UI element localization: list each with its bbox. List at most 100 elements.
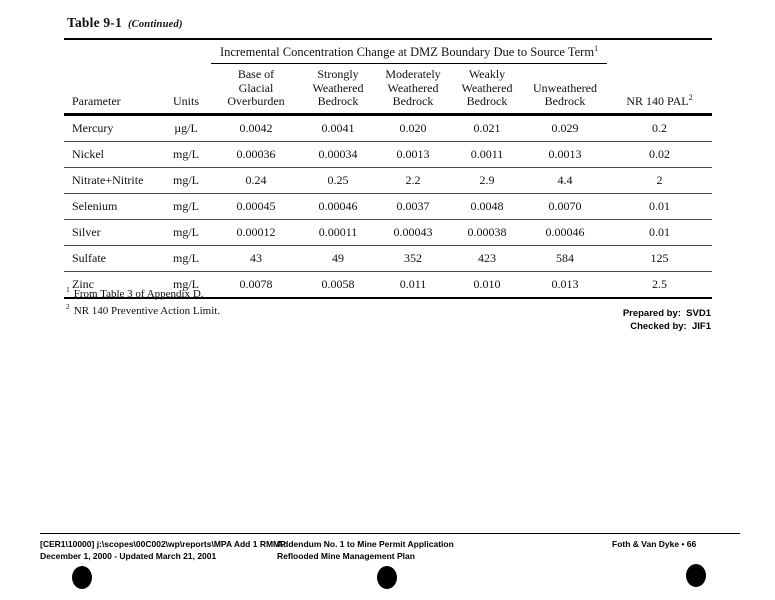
- footer-divider: [40, 533, 740, 534]
- column-header-weakly-weathered: Weakly Weathered Bedrock: [451, 63, 523, 117]
- table-cell: 0.00046: [523, 219, 608, 247]
- table-cell: mg/L: [173, 277, 199, 292]
- table-cell: Nitrate+Nitrite: [64, 167, 161, 195]
- footer-updated-date: Updated March 21, 2001: [119, 550, 217, 561]
- prepared-by-line: Prepared by: SVD1: [622, 308, 711, 319]
- column-header-strongly-weathered: Strongly Weathered Bedrock: [301, 63, 375, 117]
- column-header-moderately-weathered: Moderately Weathered Bedrock: [375, 63, 451, 117]
- table-cell: 0.00045: [211, 193, 301, 221]
- table-cell: Mercury: [64, 114, 161, 143]
- table-cell: mg/L: [161, 219, 211, 247]
- table-cell: 0.00011: [301, 219, 375, 247]
- span-header-spacer: [64, 39, 211, 64]
- prepared-by-value: SVD1: [686, 308, 711, 319]
- span-header-text: Incremental Concentration Change at DMZ …: [219, 45, 595, 59]
- punch-hole-dot: [686, 564, 706, 587]
- table-cell: 0.0048: [451, 193, 523, 221]
- punch-hole-dot: [72, 566, 92, 589]
- page-footer: [CER1\10000] j:\scopes\00C002\wp\reports…: [40, 539, 740, 567]
- checked-by-line: Checked by: JIF1: [630, 321, 711, 333]
- footer-left: [CER1\10000] j:\scopes\00C002\wp\reports…: [40, 539, 286, 563]
- table-row-silver: Silver mg/L 0.00012 0.00011 0.00043 0.00…: [64, 219, 713, 247]
- span-header-row: Incremental Concentration Change at DMZ …: [64, 39, 712, 64]
- footer-page-number: Foth & Van Dyke • 66: [612, 539, 697, 549]
- nr140-footnote-ref: 2: [688, 93, 693, 103]
- table-cell: 584: [523, 245, 608, 273]
- table-cell: 49: [301, 245, 375, 273]
- table-cell: 0.0058: [321, 277, 355, 292]
- table-cell: 0.0011: [451, 141, 523, 169]
- table-cell: Zinc: [72, 277, 94, 292]
- table-cell: Sulfate: [64, 245, 161, 273]
- table-cell: Selenium: [64, 193, 161, 221]
- table-row-selenium: Selenium mg/L 0.00045 0.00046 0.0037 0.0…: [64, 193, 713, 221]
- table-cell: mg/L: [161, 245, 211, 273]
- table-cell: 0.029: [523, 114, 608, 143]
- table-cell: 0.00046: [301, 193, 375, 221]
- checked-by-value: JIF1: [691, 321, 711, 333]
- table-cell: 2.5: [652, 277, 668, 292]
- span-header-spacer-right: [607, 39, 712, 64]
- column-header-units: Units: [161, 63, 211, 117]
- column-header-nr140-pal: NR 140 PAL2: [607, 63, 713, 117]
- table-cell: 0.02: [607, 141, 713, 169]
- table-cell: 423: [451, 245, 523, 273]
- table-cell: 0.013: [551, 277, 579, 292]
- table-cell: 0.0041: [301, 114, 375, 143]
- table-cell: 2.9: [451, 167, 523, 195]
- punch-hole-dot: [377, 566, 397, 589]
- signoff-block: Prepared by: SVD1 Checked by: JIF1: [623, 307, 711, 334]
- column-header-parameter: Parameter: [64, 63, 161, 117]
- table-cell: 0.01: [607, 219, 713, 247]
- table-cell: mg/L: [161, 141, 211, 169]
- table-row-nickel: Nickel mg/L 0.00036 0.00034 0.0013 0.001…: [64, 141, 713, 169]
- span-header-footnote-ref: 1: [594, 43, 599, 53]
- table-cell: Silver: [64, 219, 161, 247]
- table-cell: mg/L: [161, 167, 211, 195]
- footer-center: Addendum No. 1 to Mine Permit Applicatio…: [277, 539, 454, 563]
- data-table: Incremental Concentration Change at DMZ …: [64, 38, 713, 300]
- table-cell: 0.010: [473, 277, 501, 292]
- table-cell: 0.021: [451, 114, 523, 143]
- table-cell: 0.00034: [301, 141, 375, 169]
- table-cell: 0.0037: [375, 193, 451, 221]
- table-cell: 0.00043: [375, 219, 451, 247]
- table-cell: 0.00038: [451, 219, 523, 247]
- table-cell: 0.25: [301, 167, 375, 195]
- table-cell: 0.00012: [211, 219, 301, 247]
- table-number: Table 9-1: [67, 15, 122, 30]
- table-cell: 0.01: [607, 193, 713, 221]
- table-cell: 4.4: [523, 167, 608, 195]
- table-cell: 0.0070: [523, 193, 608, 221]
- footer-doc-title: Addendum No. 1 to Mine Permit Applicatio…: [277, 539, 454, 549]
- column-header-base-glacial-overburden: Base of Glacial Overburden: [211, 63, 301, 117]
- table-cell: 0.2: [607, 114, 713, 143]
- continued-note: (Continued): [127, 19, 183, 30]
- table-cell: 0.0042: [211, 114, 301, 143]
- table-cell: 2: [607, 167, 713, 195]
- footer-file-path: [CER1\10000] j:\scopes\00C002\wp\reports…: [40, 539, 286, 549]
- table-row-zinc: Zinc mg/L 0.0078 0.0058 0.011 0.010 0.01…: [64, 272, 712, 299]
- table-cell: 0.011: [399, 277, 427, 292]
- table-cell: 2.2: [375, 167, 451, 195]
- footer-doc-subtitle: Reflooded Mine Management Plan: [277, 550, 415, 561]
- table-cell: µg/L: [161, 114, 211, 143]
- table-row-mercury: Mercury µg/L 0.0042 0.0041 0.020 0.021 0…: [64, 114, 713, 143]
- footnote-1: 1 From Table 3 of Appendix D.: [66, 285, 204, 300]
- table-cell: 352: [375, 245, 451, 273]
- table-row-nitrate-nitrite: Nitrate+Nitrite mg/L 0.24 0.25 2.2 2.9 4…: [64, 167, 713, 195]
- table-cell: 125: [607, 245, 713, 273]
- table-cell: 0.020: [375, 114, 451, 143]
- table-cell: 0.24: [211, 167, 301, 195]
- table-cell: 0.0013: [375, 141, 451, 169]
- table-cell: mg/L: [161, 193, 211, 221]
- table-cell: 0.00036: [211, 141, 301, 169]
- column-header-unweathered: Unweathered Bedrock: [523, 63, 608, 117]
- table-cell: 0.0078: [239, 277, 273, 292]
- footnote-2: 2 NR 140 Preventive Action Limit.: [66, 301, 221, 317]
- span-header-cell: Incremental Concentration Change at DMZ …: [211, 39, 608, 64]
- footnotes: 1 From Table 3 of Appendix D. 2 NR 140 Pre…: [66, 286, 220, 319]
- footer-date-line: December 1, 2000 - Updated March 21, 200…: [40, 550, 217, 561]
- page-title: Table 9-1 (Continued): [67, 15, 183, 31]
